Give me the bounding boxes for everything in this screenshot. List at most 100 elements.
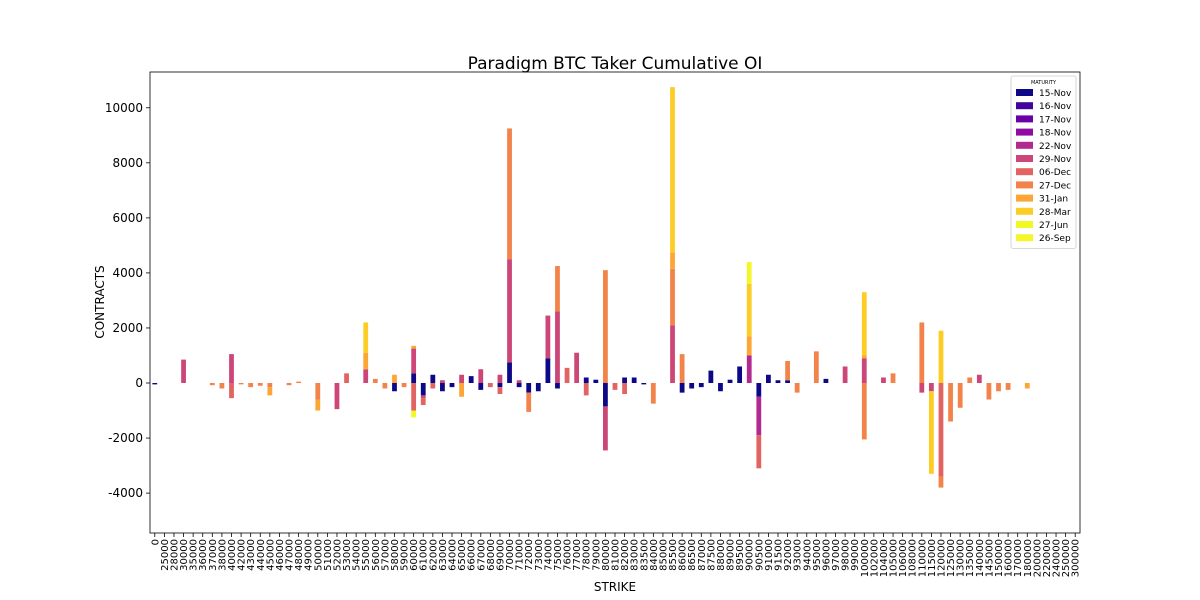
legend-label-22-Nov: 22-Nov <box>1039 142 1072 152</box>
bar-31-Jan-60000 <box>411 345 417 349</box>
bar-15-Nov-82000 <box>622 377 627 383</box>
bar-29-Nov-40000 <box>229 354 234 383</box>
bar-27-Dec-84000 <box>650 383 656 404</box>
x-tick-label: 73000 <box>534 539 545 571</box>
x-tick-label: 77000 <box>572 539 583 571</box>
x-tick-label: 47000 <box>285 539 296 571</box>
x-tick-label: 66000 <box>467 539 478 571</box>
bar-06-Dec-82000 <box>622 383 627 395</box>
x-tick-label: 30000 <box>179 539 190 571</box>
bar-31-Jan-65000 <box>459 383 464 397</box>
bar-27-Dec-70000 <box>507 128 512 260</box>
bar-28-Mar-55000 <box>363 322 369 353</box>
bar-29-Nov-67000 <box>478 369 484 383</box>
y-tick-label: 4000 <box>112 266 143 280</box>
bar-31-Jan-100000 <box>861 355 867 359</box>
x-tick-label: 92000 <box>783 539 794 571</box>
bar-29-Nov-65000 <box>459 374 464 384</box>
bar-27-Dec-93000 <box>794 383 800 393</box>
bar-15-Nov-79000 <box>593 379 599 383</box>
bar-27-Dec-59000 <box>401 383 407 388</box>
bar-28-Mar-85500 <box>670 87 675 253</box>
legend-swatch-31-Jan <box>1016 194 1033 202</box>
x-tick-label: 95000 <box>812 539 823 571</box>
x-tick-label: 67000 <box>476 539 487 571</box>
chart-title: Paradigm BTC Taker Cumulative OI <box>468 54 763 74</box>
bar-15-Nov-64000 <box>449 383 455 388</box>
x-axis: 0250002800030000350003600037000380004000… <box>150 533 1082 577</box>
bar-15-Nov-69000 <box>497 383 503 388</box>
x-tick-label: 72000 <box>524 539 535 571</box>
bar-31-Jan-50000 <box>315 399 321 411</box>
bar-29-Nov-85500 <box>670 325 675 384</box>
bar-15-Nov-87000 <box>698 383 704 388</box>
bar-27-Dec-85500 <box>670 268 675 326</box>
bar-28-Mar-100000 <box>861 292 867 356</box>
x-tick-label: 200000 <box>1032 539 1043 577</box>
bar-27-Dec-100000 <box>861 383 867 440</box>
x-tick-label: 48000 <box>294 539 305 571</box>
x-tick-label: 104000 <box>879 539 890 577</box>
x-tick-label: 102000 <box>869 539 880 577</box>
bar-27-Dec-50000 <box>315 383 321 400</box>
bar-27-Dec-72000 <box>526 392 532 412</box>
bar-22-Nov-90500 <box>756 396 762 436</box>
x-tick-label: 62000 <box>428 539 439 571</box>
bar-29-Nov-63000 <box>440 380 445 383</box>
y-tick-label: 2000 <box>112 321 143 335</box>
bar-27-Dec-105000 <box>890 373 896 383</box>
bar-15-Nov-58000 <box>392 383 397 392</box>
bar-22-Nov-90000 <box>746 355 752 383</box>
bar-06-Dec-120000 <box>938 383 944 477</box>
x-tick-label: 140000 <box>975 539 986 577</box>
bar-27-Dec-44000 <box>257 383 263 386</box>
x-tick-label: 93000 <box>793 539 804 571</box>
bar-06-Dec-69000 <box>497 387 503 395</box>
x-tick-label: 38000 <box>217 539 228 571</box>
y-tick-label: 8000 <box>112 156 143 170</box>
x-tick-label: 63000 <box>438 539 449 571</box>
x-tick-label: 180000 <box>1023 539 1034 577</box>
x-tick-label: 28000 <box>169 539 180 571</box>
bar-27-Dec-130000 <box>957 383 963 408</box>
y-tick-label: -2000 <box>108 431 143 445</box>
bar-31-Jan-45000 <box>267 387 273 396</box>
bar-27-Dec-38000 <box>219 383 225 389</box>
x-tick-label: 46000 <box>275 539 286 571</box>
x-tick-label: 87500 <box>706 539 717 571</box>
x-tick-label: 135000 <box>965 539 976 577</box>
bar-31-Jan-55000 <box>363 352 369 370</box>
bar-06-Dec-62000 <box>430 383 436 389</box>
x-tick-label: 83500 <box>639 539 650 571</box>
x-tick-label: 250000 <box>1061 539 1072 577</box>
bar-15-Nov-87500 <box>708 370 714 384</box>
bar-27-Dec-56000 <box>372 378 378 383</box>
x-tick-label: 55000 <box>361 539 372 571</box>
x-tick-label: 54000 <box>352 539 363 571</box>
x-tick-label: 91500 <box>773 539 784 571</box>
bar-06-Dec-60000 <box>411 383 417 411</box>
x-tick-label: 300000 <box>1071 539 1082 577</box>
legend-label-06-Dec: 06-Dec <box>1039 168 1071 178</box>
bar-15-Nov-72000 <box>526 383 532 393</box>
bar-29-Nov-55000 <box>363 369 369 383</box>
bar-27-Dec-150000 <box>996 383 1001 392</box>
x-tick-label: 94000 <box>802 539 813 571</box>
bar-15-Nov-89000 <box>727 379 733 383</box>
bar-15-Nov-74000 <box>545 358 551 383</box>
bar-27-Dec-125000 <box>948 383 953 422</box>
bar-15-Nov-70000 <box>507 362 512 383</box>
x-tick-label: 85500 <box>668 539 679 571</box>
bar-06-Dec-53000 <box>344 373 349 383</box>
bar-31-Jan-58000 <box>392 374 397 384</box>
bar-06-Dec-40000 <box>229 383 234 399</box>
x-tick-label: 240000 <box>1052 539 1063 577</box>
x-tick-label: 71000 <box>515 539 526 571</box>
bar-27-Dec-110000 <box>919 322 925 383</box>
bar-27-Dec-42000 <box>238 383 244 385</box>
bar-15-Nov-78000 <box>583 377 589 383</box>
legend-label-27-Jun: 27-Jun <box>1039 221 1068 231</box>
bar-27-Dec-57000 <box>382 383 388 389</box>
bar-15-Nov-66000 <box>468 376 474 383</box>
